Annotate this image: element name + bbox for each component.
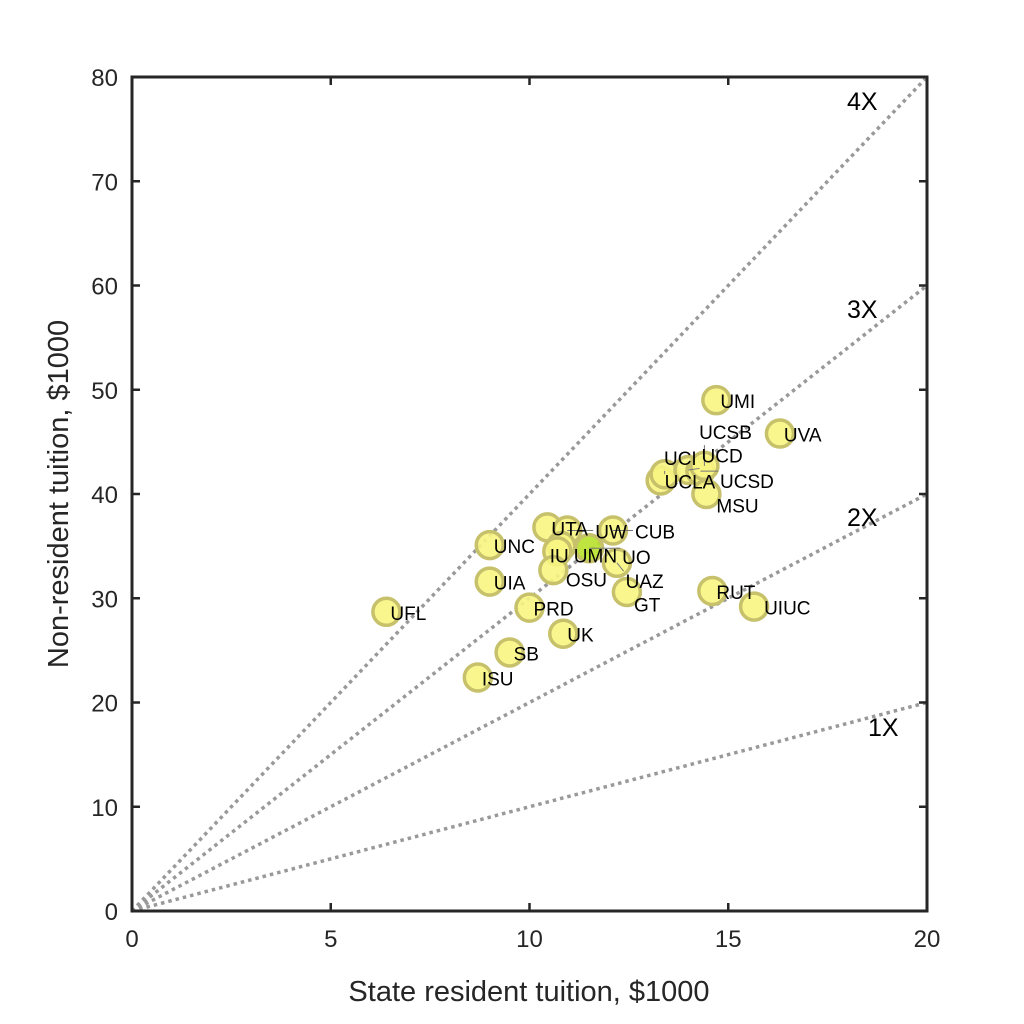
y-tick-label: 30 [91, 586, 118, 613]
point-label-iu: IU [550, 546, 569, 567]
data-point-prd [514, 592, 545, 623]
point-label-uaz: UAZ [626, 572, 664, 593]
point-label-ucd: UCD [702, 446, 743, 467]
label-leader-lines [567, 445, 719, 572]
x-tick-label: 10 [516, 926, 543, 953]
y-tick-label: 20 [91, 691, 118, 718]
point-label-ucsb: UCSB [699, 423, 752, 444]
x-tick-label: 20 [914, 926, 941, 953]
ratio-label-4X: 4X [847, 88, 878, 116]
y-tick-label: 50 [91, 378, 118, 405]
data-point-unc [474, 529, 505, 561]
leader-line-uaz [616, 562, 625, 572]
x-tick-label: 15 [715, 926, 742, 953]
data-point-uia [474, 566, 505, 597]
ratio-lines: 1X 2X 3X 4X [130, 75, 929, 913]
data-point-uva [764, 418, 796, 449]
data-points [371, 384, 796, 693]
point-label-osu: OSU [566, 571, 607, 592]
y-tick-label: 40 [91, 482, 118, 509]
point-label-umn: UMN [574, 547, 617, 568]
point-label-cub: CUB [635, 522, 675, 543]
point-label-uiuc: UIUC [764, 599, 810, 620]
point-label-ucla: UCLA [665, 472, 716, 493]
leader-line-ucd [688, 467, 700, 471]
y-tick-label: 80 [91, 65, 118, 92]
ratio-label-2X: 2X [847, 504, 878, 532]
data-point-ufl [371, 596, 402, 628]
y-axis-label: Non-resident tuition, $1000 [43, 320, 75, 668]
point-label-prd: PRD [534, 600, 574, 621]
point-label-uo: UO [622, 548, 651, 569]
point-label-uia: UIA [494, 574, 526, 595]
data-point-sb [494, 637, 525, 668]
point-label-uk: UK [567, 626, 594, 647]
ratio-label-1X: 1X [868, 714, 899, 742]
point-label-uw: UW [595, 522, 627, 543]
point-label-sb: SB [514, 644, 539, 665]
data-point-gt [611, 576, 643, 608]
point-label-rut: RUT [716, 583, 755, 604]
point-label-ufl: UFL [390, 604, 426, 625]
y-tick-label: 10 [91, 795, 118, 822]
ratio-label-3X: 3X [847, 296, 878, 324]
point-label-gt: GT [634, 596, 661, 617]
point-label-ucsd: UCSD [720, 472, 774, 493]
data-point-umi [701, 384, 732, 416]
point-label-uva: UVA [784, 426, 822, 447]
point-label-uci: UCI [664, 449, 697, 470]
data-point-msu [691, 478, 722, 510]
data-point-isu [462, 662, 494, 693]
data-point-osu [538, 554, 569, 586]
x-axis-label: State resident tuition, $1000 [348, 976, 709, 1008]
y-tick-label: 70 [91, 169, 118, 196]
x-tick-label: 5 [324, 926, 337, 953]
point-label-umi: UMI [720, 392, 755, 413]
y-tick-label: 0 [105, 899, 118, 926]
point-label-uta: UTA [551, 519, 588, 540]
data-point-rut [697, 575, 728, 607]
ratio-line-4X [130, 75, 929, 913]
point-label-unc: UNC [494, 537, 535, 558]
ratio-line-1X [131, 700, 928, 913]
point-label-msu: MSU [716, 496, 758, 517]
data-point-uk [548, 618, 579, 649]
y-tick-label: 60 [91, 274, 118, 301]
point-label-isu: ISU [482, 669, 514, 690]
axes: 0 5 10 15 20 0 10 20 30 40 50 60 70 80 [91, 65, 940, 953]
data-point-uiuc [738, 591, 770, 622]
x-tick-label: 0 [125, 926, 138, 953]
